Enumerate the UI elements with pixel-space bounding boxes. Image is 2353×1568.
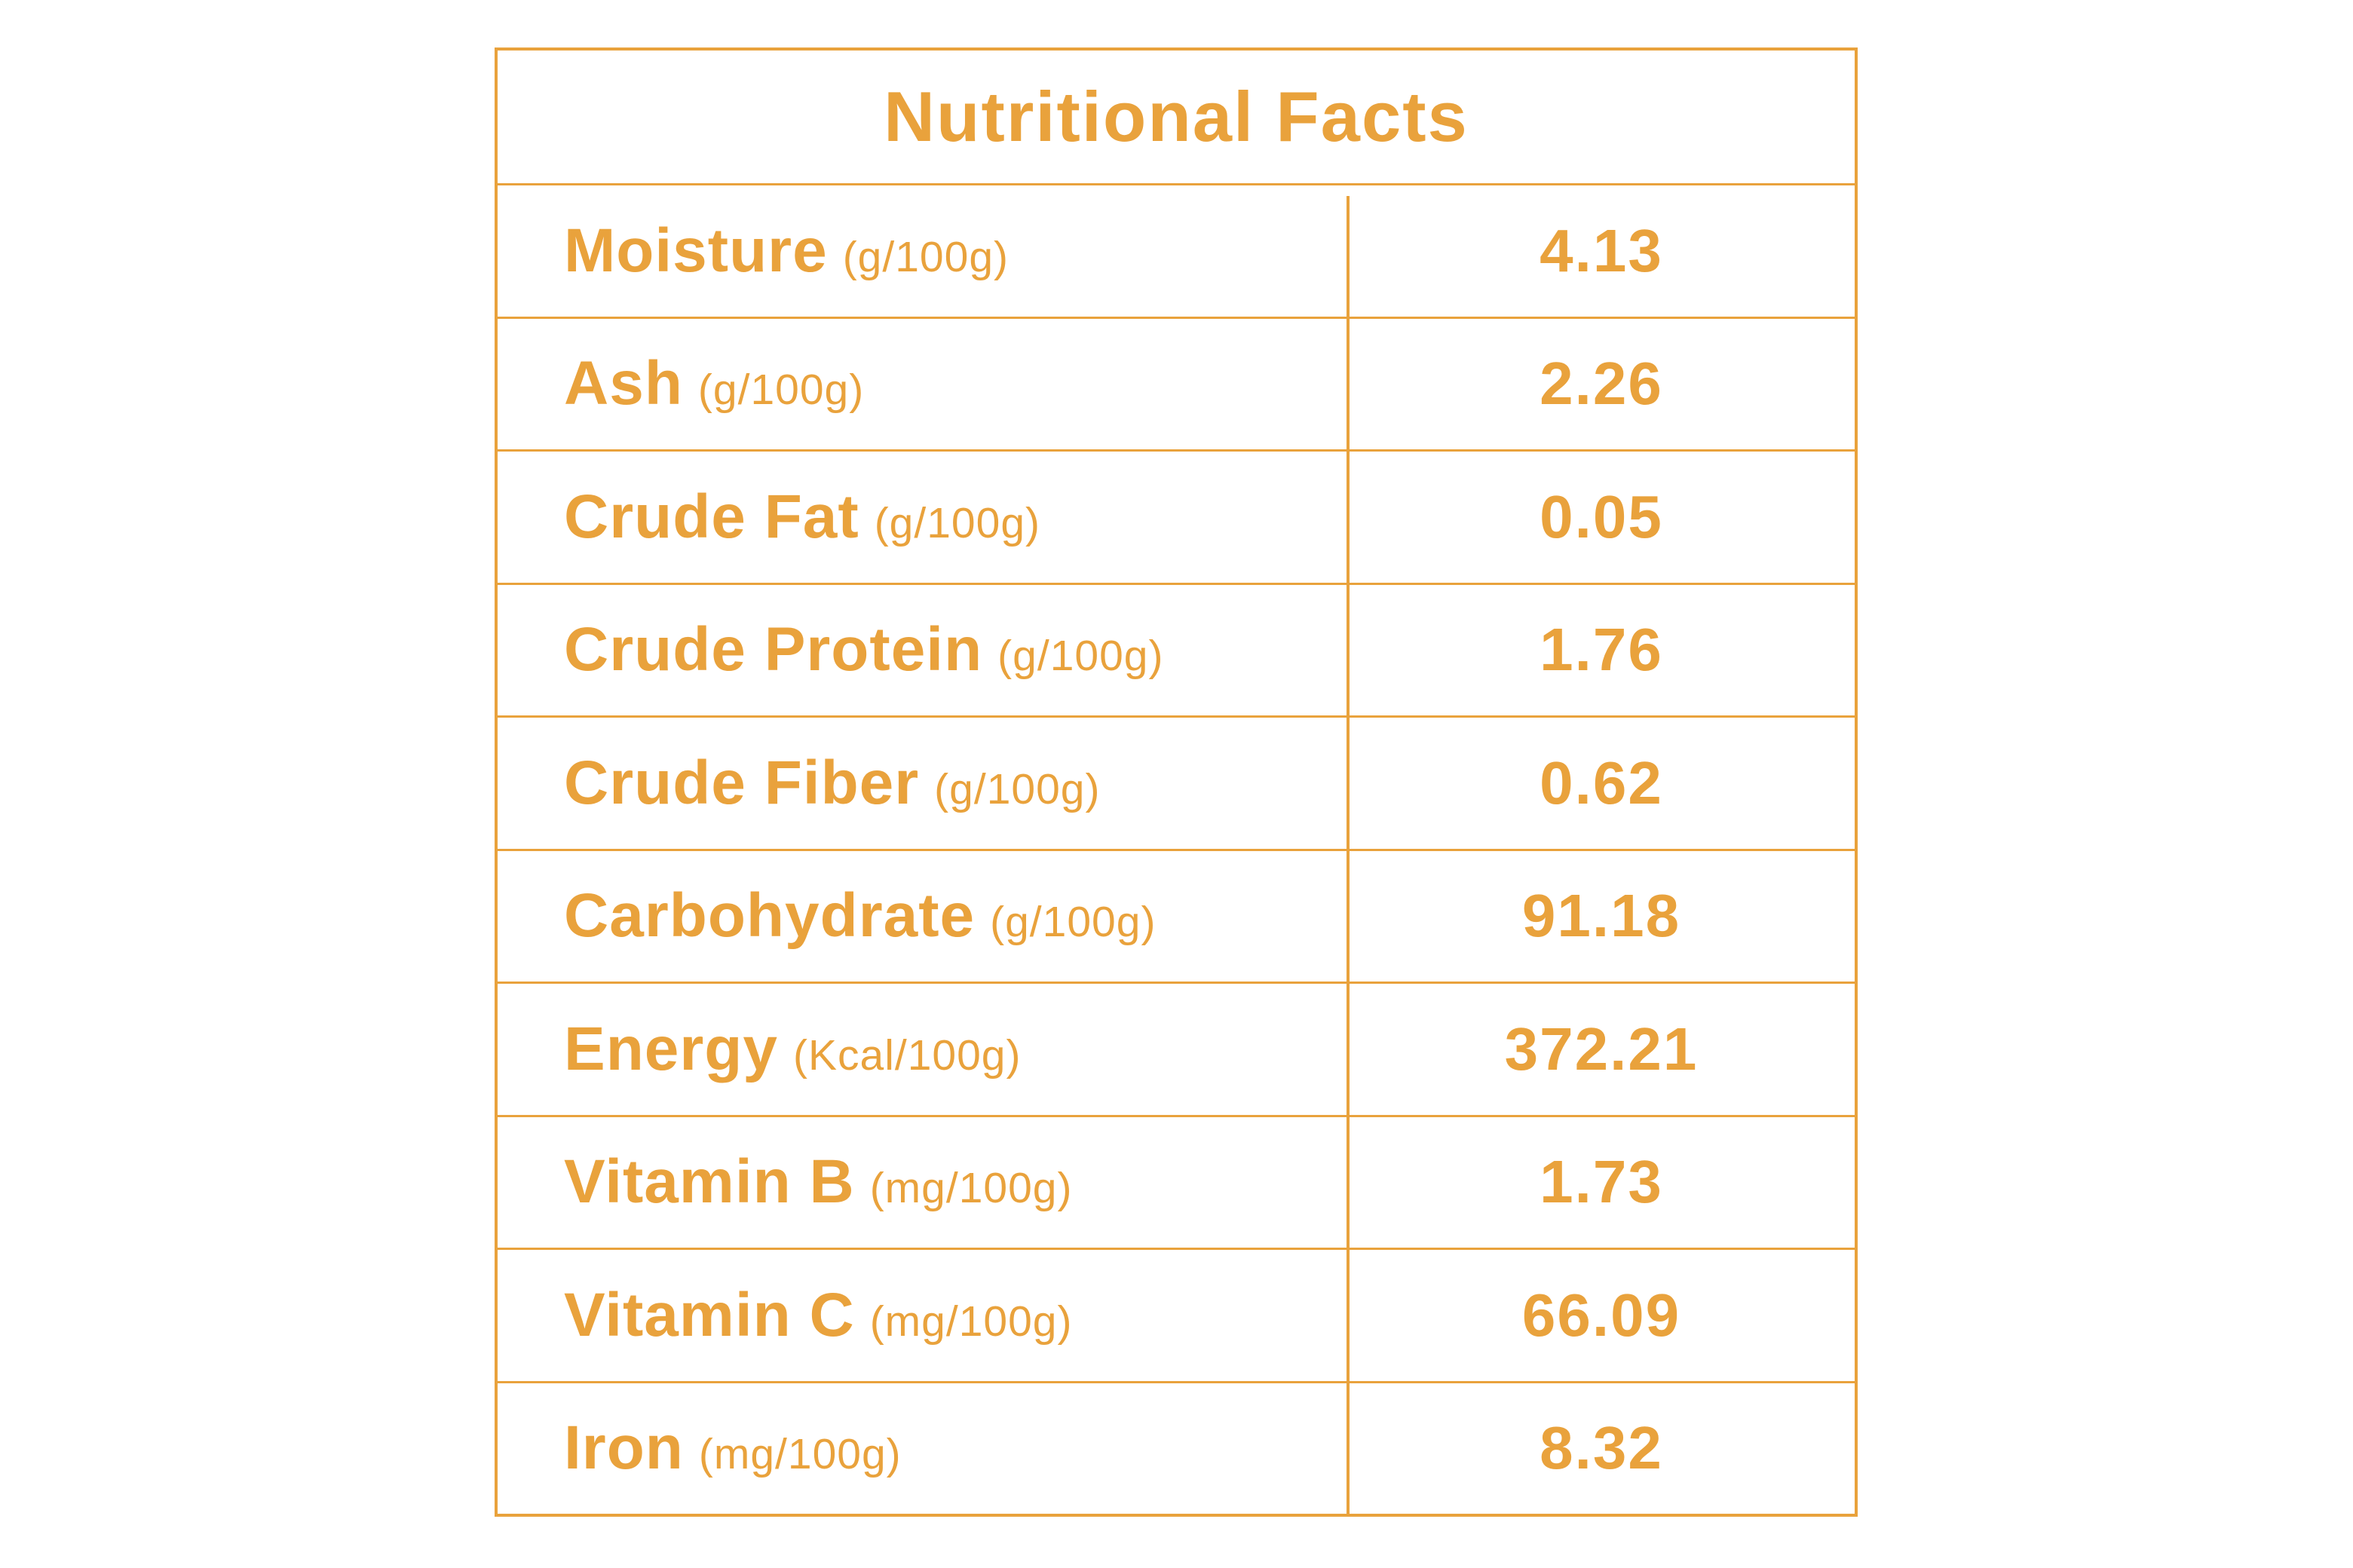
table-row: Ash (g/100g) 2.26 — [498, 316, 1855, 450]
nutrient-unit: (g/100g) — [697, 366, 865, 415]
nutrient-label-cell: Crude Protein (g/100g) — [498, 585, 1348, 716]
nutrient-value-cell: 2.26 — [1348, 319, 1855, 450]
nutrient-name: Crude Fat — [564, 482, 859, 551]
nutrient-unit: (g/100g) — [874, 498, 1041, 547]
nutrient-label-cell: Energy (Kcal/100g) — [498, 984, 1348, 1115]
nutrient-name: Crude Fiber — [564, 748, 920, 817]
nutrient-unit: (g/100g) — [934, 764, 1101, 813]
nutrient-name: Iron — [564, 1413, 684, 1483]
table-row: Energy (Kcal/100g) 372.21 — [498, 982, 1855, 1115]
nutrient-value: 1.73 — [1540, 1148, 1663, 1216]
column-divider — [1347, 196, 1350, 1514]
nutrient-value-cell: 91.18 — [1348, 851, 1855, 982]
nutrient-label-cell: Crude Fat (g/100g) — [498, 452, 1348, 583]
nutrient-value: 8.32 — [1540, 1414, 1663, 1482]
nutrient-unit: (g/100g) — [842, 232, 1010, 281]
table-title-row: Nutritional Facts — [498, 51, 1855, 183]
table-row: Vitamin B (mg/100g) 1.73 — [498, 1114, 1855, 1248]
table-row: Carbohydrate (g/100g) 91.18 — [498, 848, 1855, 982]
table-row: Crude Fat (g/100g) 0.05 — [498, 449, 1855, 583]
nutrient-value-cell: 0.62 — [1348, 718, 1855, 849]
nutrient-label-cell: Moisture (g/100g) — [498, 185, 1348, 317]
nutrient-label-cell: Vitamin B (mg/100g) — [498, 1117, 1348, 1248]
nutrient-value-cell: 8.32 — [1348, 1383, 1855, 1514]
nutrient-unit: (mg/100g) — [869, 1164, 1073, 1213]
table-row: Crude Fiber (g/100g) 0.62 — [498, 715, 1855, 849]
nutrient-label-cell: Ash (g/100g) — [498, 319, 1348, 450]
nutrient-label-cell: Carbohydrate (g/100g) — [498, 851, 1348, 982]
nutrient-value: 1.76 — [1540, 616, 1663, 684]
nutrient-unit: (mg/100g) — [869, 1297, 1073, 1346]
nutrient-unit: (g/100g) — [997, 632, 1164, 681]
table-rows: Moisture (g/100g) 4.13 Ash (g/100g) 2.26 C… — [498, 183, 1855, 1514]
nutrient-name: Carbohydrate — [564, 881, 976, 951]
nutrient-unit: (Kcal/100g) — [793, 1031, 1022, 1080]
table-title: Nutritional Facts — [884, 77, 1469, 156]
nutrient-value-cell: 66.09 — [1348, 1250, 1855, 1381]
nutrient-value: 0.62 — [1540, 749, 1663, 816]
nutrient-value: 66.09 — [1521, 1281, 1681, 1349]
nutritional-facts-table: Nutritional Facts Moisture (g/100g) 4.13 … — [495, 47, 1858, 1517]
nutrient-name: Crude Protein — [564, 615, 983, 684]
nutrient-value-cell: 4.13 — [1348, 185, 1855, 317]
nutrient-value-cell: 1.76 — [1348, 585, 1855, 716]
nutrient-label-cell: Crude Fiber (g/100g) — [498, 718, 1348, 849]
nutrient-unit: (mg/100g) — [698, 1430, 902, 1479]
nutrient-name: Ash — [564, 349, 683, 418]
nutrient-value-cell: 1.73 — [1348, 1117, 1855, 1248]
nutrient-value: 4.13 — [1540, 216, 1663, 284]
nutrient-value: 372.21 — [1504, 1015, 1699, 1083]
table-row: Iron (mg/100g) 8.32 — [498, 1380, 1855, 1514]
nutrient-label-cell: Iron (mg/100g) — [498, 1383, 1348, 1514]
table-row: Crude Protein (g/100g) 1.76 — [498, 582, 1855, 716]
nutrient-value-cell: 0.05 — [1348, 452, 1855, 583]
table-row: Moisture (g/100g) 4.13 — [498, 183, 1855, 317]
nutrient-name: Energy — [564, 1014, 778, 1083]
nutrient-unit: (g/100g) — [990, 898, 1157, 947]
nutrient-name: Moisture — [564, 216, 828, 285]
nutrient-label-cell: Vitamin C (mg/100g) — [498, 1250, 1348, 1381]
table-row: Vitamin C (mg/100g) 66.09 — [498, 1248, 1855, 1381]
nutrient-value: 0.05 — [1540, 482, 1663, 550]
nutrient-value: 2.26 — [1540, 350, 1663, 418]
nutrient-name: Vitamin C — [564, 1280, 855, 1349]
nutrient-name: Vitamin B — [564, 1147, 855, 1217]
nutrient-value-cell: 372.21 — [1348, 984, 1855, 1115]
nutrient-value: 91.18 — [1521, 882, 1681, 950]
